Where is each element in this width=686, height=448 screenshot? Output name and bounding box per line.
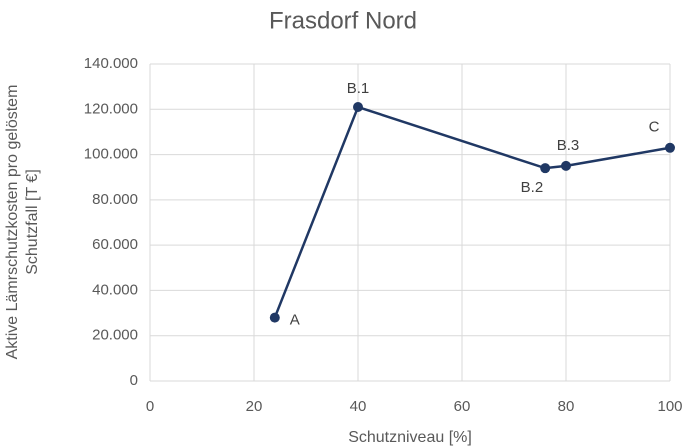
y-tick-label: 0 <box>130 372 138 389</box>
x-tick-label: 0 <box>146 398 154 415</box>
x-tick-label: 20 <box>246 398 263 415</box>
data-point <box>540 163 551 174</box>
y-tick-label: 80.000 <box>92 191 138 208</box>
y-tick-label: 120.000 <box>84 100 138 117</box>
data-point <box>561 160 571 171</box>
point-label: A <box>290 312 300 329</box>
y-tick-label: 100.000 <box>84 146 138 163</box>
data-point <box>665 142 675 153</box>
data-point <box>353 102 363 113</box>
y-axis-label: Aktive Lämrschutzkosten pro gelöstem <box>4 85 21 360</box>
chart-title: Frasdorf Nord <box>269 7 417 34</box>
x-tick-label: 60 <box>454 398 471 415</box>
y-tick-label: 40.000 <box>92 281 138 298</box>
x-tick-label: 40 <box>350 398 367 415</box>
series-line <box>273 105 671 319</box>
point-label: B.2 <box>521 179 544 196</box>
point-label: B.3 <box>557 137 580 154</box>
data-point <box>269 312 280 323</box>
y-tick-label: 60.000 <box>92 236 138 253</box>
x-tick-label: 100 <box>657 398 682 415</box>
point-label: C <box>649 119 660 136</box>
y-tick-label: 140.000 <box>84 55 138 72</box>
x-tick-label: 80 <box>558 398 575 415</box>
x-axis-label: Schutzniveau [%] <box>348 429 472 446</box>
y-tick-label: 20.000 <box>92 327 138 344</box>
point-label: B.1 <box>347 80 370 97</box>
y-axis-label: Schutzfall [T €] <box>24 169 41 275</box>
